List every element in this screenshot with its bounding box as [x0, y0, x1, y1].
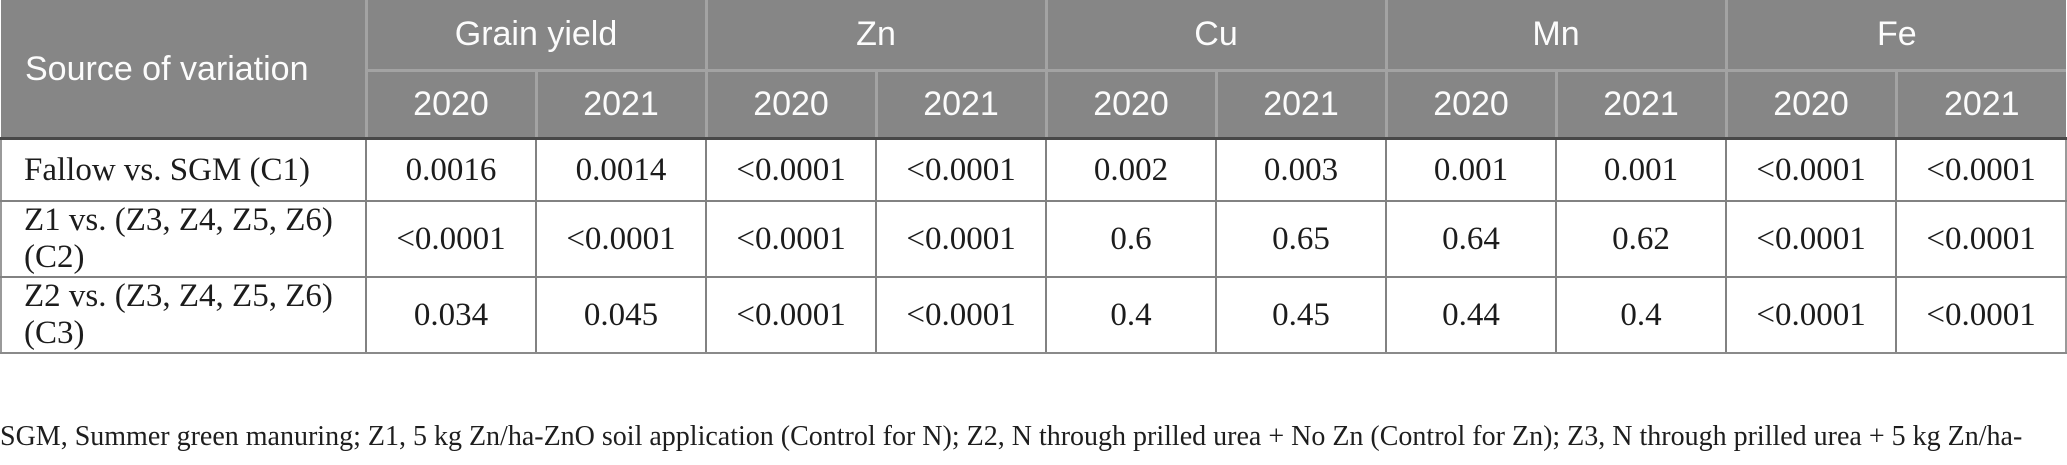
header-year-mn-2021: 2021 [1554, 69, 1728, 140]
header-group-zn: Zn [704, 0, 1048, 72]
value-cell: 0.001 [1555, 137, 1728, 202]
value-cell: 0.003 [1215, 137, 1388, 202]
value-cell: 0.62 [1555, 200, 1728, 278]
header-year-cu-2021: 2021 [1214, 69, 1388, 140]
header-group-fe: Fe [1724, 0, 2067, 72]
value-cell: <0.0001 [875, 200, 1048, 278]
value-cell: 0.002 [1045, 137, 1218, 202]
table-body: Fallow vs. SGM (C1) 0.0016 0.0014 <0.000… [0, 137, 2067, 354]
table-header: Source of variation Grain yield Zn Cu Mn… [1, 0, 2067, 140]
value-cell: <0.0001 [534, 200, 708, 278]
value-cell: 0.45 [1215, 276, 1388, 354]
value-cell: <0.0001 [365, 200, 537, 278]
value-cell: 0.4 [1555, 276, 1728, 354]
header-year-zn-2021: 2021 [874, 69, 1048, 140]
table-footnote: SGM, Summer green manuring; Z1, 5 kg Zn/… [0, 421, 2023, 465]
header-group-row: Source of variation Grain yield Zn Cu Mn… [1, 0, 2067, 140]
header-year-grain-yield-2021: 2021 [534, 69, 708, 140]
value-cell: 0.44 [1385, 276, 1558, 354]
value-cell: <0.0001 [705, 200, 878, 278]
value-cell: 0.6 [1045, 200, 1218, 278]
value-cell: 0.0014 [534, 137, 708, 202]
value-cell: <0.0001 [705, 137, 878, 202]
header-group-grain-yield: Grain yield [364, 0, 708, 72]
row-label: Fallow vs. SGM (C1) [0, 137, 367, 202]
header-year-grain-yield-2020: 2020 [366, 69, 538, 140]
value-cell: <0.0001 [875, 276, 1048, 354]
value-cell: 0.034 [365, 276, 537, 354]
value-cell: 0.4 [1045, 276, 1218, 354]
header-year-mn-2020: 2020 [1384, 69, 1558, 140]
header-year-cu-2020: 2020 [1044, 69, 1218, 140]
value-cell: <0.0001 [1725, 200, 1898, 278]
row-label: Z1 vs. (Z3, Z4, Z5, Z6) (C2) [0, 200, 367, 278]
table-row-c1: Fallow vs. SGM (C1) 0.0016 0.0014 <0.000… [0, 137, 2067, 202]
value-cell: <0.0001 [1725, 137, 1898, 202]
value-cell: <0.0001 [1895, 276, 2067, 354]
header-year-zn-2020: 2020 [704, 69, 878, 140]
header-group-mn: Mn [1384, 0, 1728, 72]
anova-pvalues-table: Source of variation Grain yield Zn Cu Mn… [0, 0, 2067, 354]
value-cell: <0.0001 [1895, 200, 2067, 278]
value-cell: 0.045 [534, 276, 708, 354]
value-cell: <0.0001 [1895, 137, 2067, 202]
header-group-cu: Cu [1044, 0, 1388, 72]
header-source-of-variation: Source of variation [1, 0, 368, 140]
header-year-fe-2020: 2020 [1724, 69, 1898, 140]
value-cell: 0.0016 [365, 137, 537, 202]
value-cell: 0.65 [1215, 200, 1388, 278]
header-year-fe-2021: 2021 [1894, 69, 2067, 140]
table-row-c2: Z1 vs. (Z3, Z4, Z5, Z6) (C2) <0.0001 <0.… [0, 200, 2067, 278]
header-year-row: 2020 2021 2020 2021 2020 2021 2020 2021 … [1, 69, 2067, 140]
value-cell: <0.0001 [1725, 276, 1898, 354]
value-cell: <0.0001 [875, 137, 1048, 202]
row-label: Z2 vs. (Z3, Z4, Z5, Z6) (C3) [0, 276, 367, 354]
value-cell: 0.001 [1385, 137, 1558, 202]
value-cell: 0.64 [1385, 200, 1558, 278]
value-cell: <0.0001 [705, 276, 878, 354]
table-row-c3: Z2 vs. (Z3, Z4, Z5, Z6) (C3) 0.034 0.045… [0, 276, 2067, 354]
